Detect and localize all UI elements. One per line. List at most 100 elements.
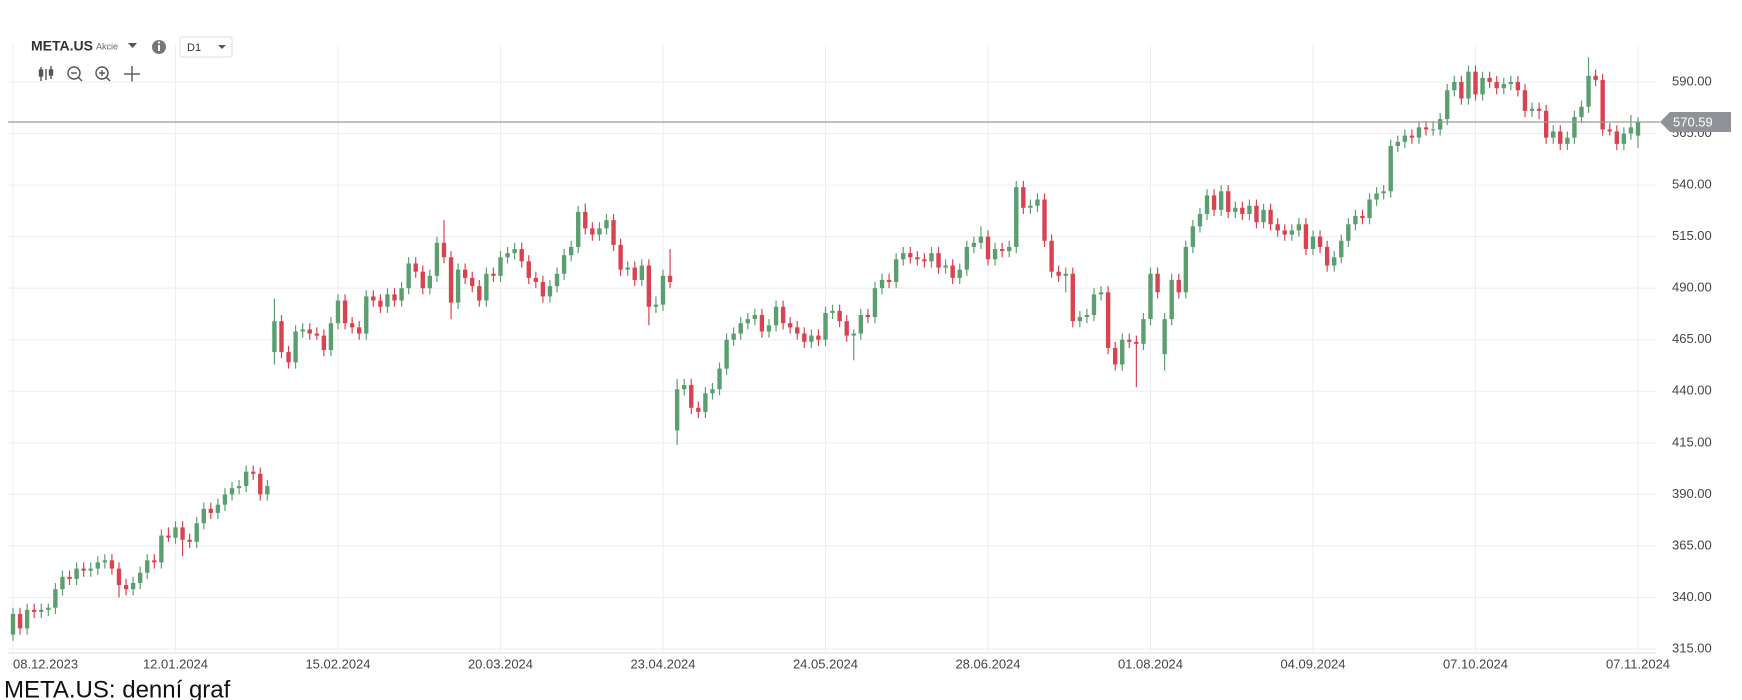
x-tick-label: 28.06.2024 <box>955 656 1020 671</box>
candle-body <box>667 275 673 282</box>
grid <box>8 45 1656 653</box>
chart-type-icon[interactable] <box>38 66 54 81</box>
candle-body <box>611 220 616 245</box>
candle-body <box>173 527 178 538</box>
candle-body <box>1466 71 1471 99</box>
candle-body <box>1593 75 1598 80</box>
candle-body <box>872 288 878 318</box>
candle-body <box>696 407 701 412</box>
candle-body <box>844 321 849 336</box>
y-tick-label: 590.00 <box>1672 73 1712 88</box>
candle-body <box>1127 339 1132 342</box>
candle-body <box>102 560 108 563</box>
candle-body <box>1049 240 1054 272</box>
candle-body <box>1275 224 1280 231</box>
candle-body <box>265 486 270 495</box>
candle-body <box>1176 279 1181 293</box>
candle-body <box>886 279 892 282</box>
candle-body <box>526 261 531 278</box>
candle-body <box>978 236 984 243</box>
candle-body <box>1218 191 1224 210</box>
candle-body <box>95 562 100 569</box>
candle-body <box>1226 191 1231 212</box>
candle-body <box>893 259 899 282</box>
candle-body <box>1346 224 1351 241</box>
interval-select[interactable] <box>179 36 233 58</box>
zoom-in-icon[interactable] <box>95 66 111 82</box>
candle-body <box>307 329 312 334</box>
candle-body <box>1508 82 1514 85</box>
candle-body <box>816 335 821 340</box>
y-tick-label: 340.00 <box>1672 589 1712 604</box>
candle-body <box>1353 216 1358 225</box>
x-tick-label: 04.09.2024 <box>1280 656 1345 671</box>
candle-body <box>1628 127 1634 134</box>
candle-body <box>385 294 390 307</box>
candle-body <box>547 286 553 297</box>
candle-body <box>1473 71 1478 95</box>
y-tick-label: 490.00 <box>1672 280 1712 295</box>
candle-body <box>1572 117 1577 138</box>
candle-body <box>392 294 397 301</box>
candle-body <box>1423 127 1429 130</box>
candle-body <box>413 263 418 272</box>
candle-body <box>215 504 221 513</box>
candle-body <box>462 269 468 278</box>
candle-body <box>1254 205 1259 223</box>
y-tick-label: 365.00 <box>1672 537 1712 552</box>
candle-body <box>427 275 433 289</box>
candle-body <box>851 333 856 336</box>
candle-body <box>1374 193 1379 200</box>
candle-body <box>1247 205 1252 214</box>
symbol-dropdown[interactable] <box>128 43 137 48</box>
zoom-out-icon[interactable] <box>67 66 83 82</box>
candle-body <box>625 267 630 270</box>
candle-body <box>738 323 743 334</box>
candle-body <box>1134 341 1139 344</box>
candle-body <box>1487 77 1492 82</box>
candle-body <box>364 296 369 334</box>
candle-body <box>1155 273 1160 293</box>
candle-body <box>1317 236 1323 247</box>
candle-body <box>60 576 65 590</box>
candle-body <box>682 385 687 390</box>
candle-body <box>1536 108 1542 111</box>
candle-body <box>123 585 129 590</box>
candle-body <box>583 211 588 229</box>
y-tick-label: 465.00 <box>1672 331 1712 346</box>
candle-body <box>145 560 150 573</box>
candle-body <box>1324 246 1330 266</box>
candle-body <box>936 253 941 268</box>
candle-body <box>1007 246 1012 252</box>
candle-body <box>378 300 383 307</box>
candle-body <box>710 389 715 394</box>
candle-body <box>349 323 355 328</box>
candle-body <box>1077 317 1083 322</box>
candle-body <box>985 236 991 260</box>
candle-body <box>752 314 758 320</box>
symbol[interactable]: META.US <box>31 38 93 54</box>
candle-body <box>639 265 644 280</box>
candle-body <box>943 265 948 268</box>
candle-body <box>1388 145 1393 192</box>
candle-body <box>1303 224 1309 250</box>
candle-body <box>1240 207 1245 214</box>
candle-body <box>272 321 277 353</box>
candle-body <box>879 279 885 289</box>
pan-icon[interactable] <box>124 66 140 82</box>
candle-body <box>724 339 729 369</box>
candle-body <box>293 331 298 363</box>
candle-body <box>1430 129 1436 131</box>
candle-body <box>286 352 291 363</box>
candle-body <box>519 249 524 262</box>
x-tick-label: 12.01.2024 <box>143 656 208 671</box>
candle-body <box>1056 271 1061 276</box>
candle-body <box>300 329 305 332</box>
candle-body <box>1021 187 1026 208</box>
candle-body <box>1084 314 1090 318</box>
candle-body <box>1409 135 1415 138</box>
candle-body <box>251 471 256 474</box>
candle-body <box>243 471 249 487</box>
candle-body <box>448 257 454 303</box>
candle-body <box>1402 135 1408 142</box>
